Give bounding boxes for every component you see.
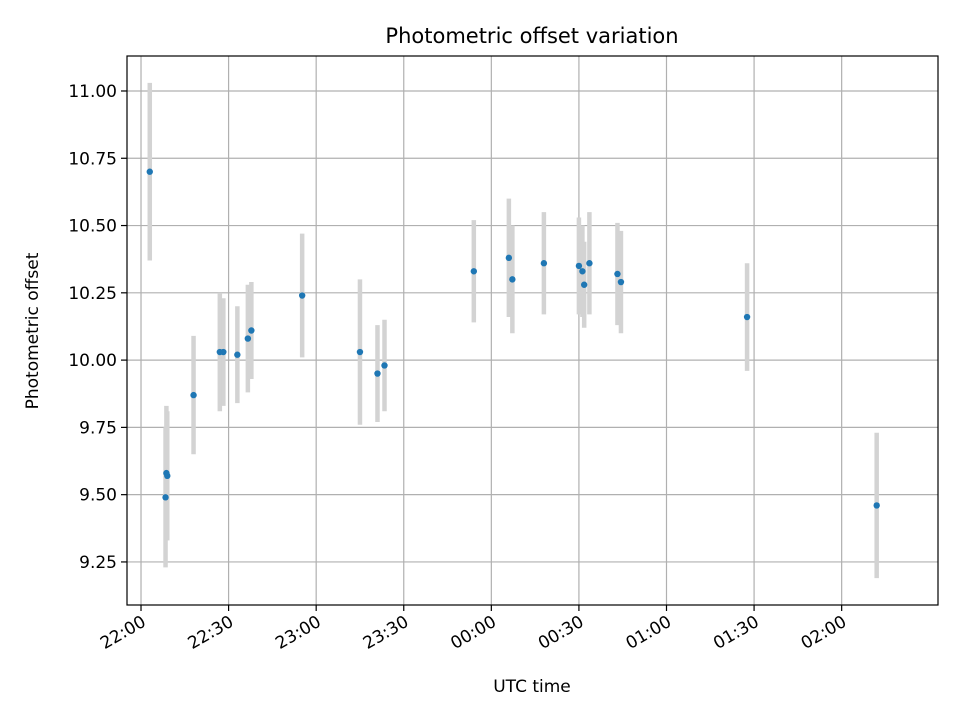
y-tick-label: 9.75	[79, 418, 117, 438]
y-tick-label: 10.00	[68, 351, 117, 371]
y-tick-label: 10.25	[68, 284, 117, 304]
data-point	[374, 370, 381, 377]
data-point	[505, 254, 513, 262]
y-axis-label: Photometric offset	[23, 252, 43, 409]
data-point	[381, 362, 388, 369]
grid-lines	[127, 56, 938, 605]
y-tick-label: 11.00	[68, 82, 117, 102]
data-point	[298, 292, 306, 299]
chart-title: Photometric offset variation	[385, 24, 678, 48]
data-point	[509, 276, 516, 283]
y-tick-label: 10.75	[68, 149, 117, 169]
data-point	[164, 472, 171, 480]
y-tick-label: 10.50	[68, 217, 117, 237]
plot-frame	[126, 55, 939, 606]
data-point	[190, 391, 197, 399]
data-point	[579, 268, 586, 275]
data-point	[617, 278, 625, 286]
data-point	[580, 281, 588, 288]
y-tick-label: 9.25	[79, 553, 117, 573]
data-point	[743, 313, 751, 321]
data-point	[540, 260, 548, 267]
data-point	[234, 351, 241, 358]
y-tick-label: 9.50	[79, 486, 117, 506]
data-point	[162, 494, 169, 501]
data-point	[614, 270, 621, 278]
data-point	[146, 168, 153, 175]
data-point	[586, 260, 593, 267]
data-point	[470, 268, 478, 275]
data-point	[575, 262, 583, 270]
data-point	[873, 502, 880, 509]
data-point	[248, 327, 255, 334]
data-point	[244, 335, 252, 342]
data-points	[146, 168, 880, 509]
x-axis-label: UTC time	[493, 677, 571, 697]
data-point	[220, 348, 227, 356]
data-point	[356, 348, 364, 356]
